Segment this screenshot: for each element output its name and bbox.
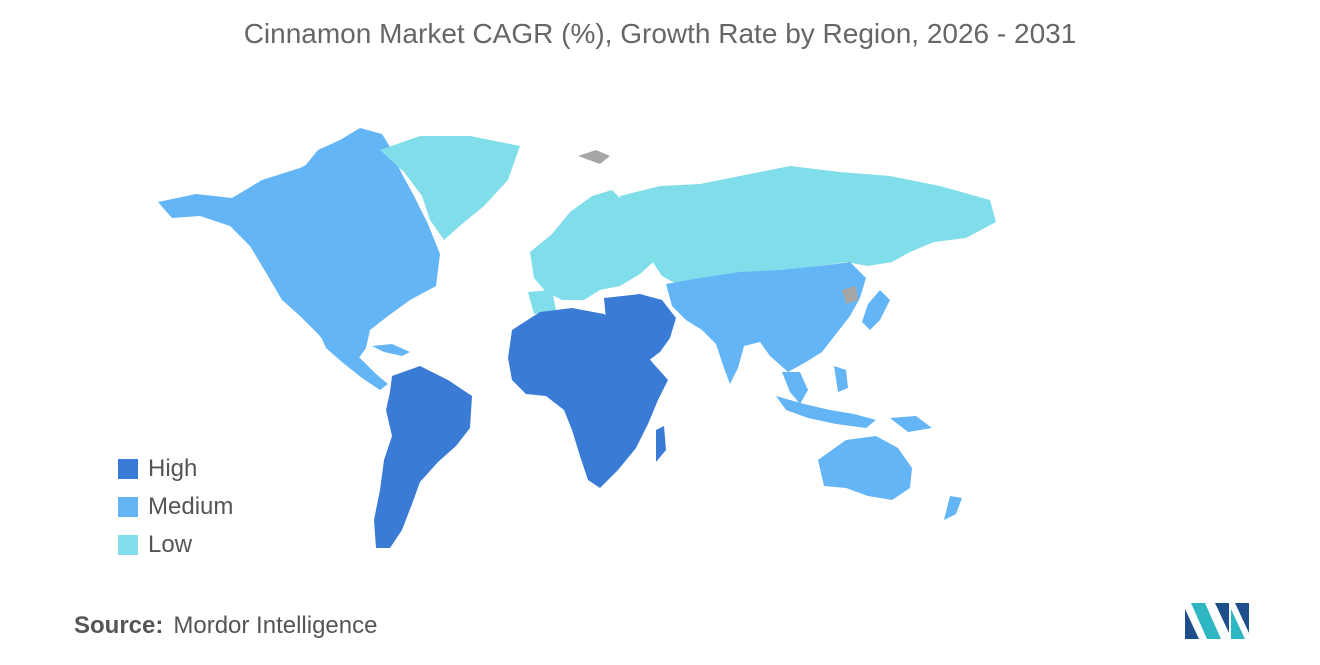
legend-swatch-medium — [118, 497, 138, 517]
region-new-guinea — [890, 416, 932, 432]
region-svalbard — [578, 150, 610, 164]
legend-label-medium: Medium — [148, 493, 234, 520]
region-new-zealand — [944, 496, 962, 520]
region-caribbean — [372, 344, 410, 356]
region-africa — [508, 308, 668, 488]
region-japan — [862, 290, 890, 330]
region-uk — [548, 230, 564, 256]
source-note: Source: Mordor Intelligence — [74, 612, 377, 640]
region-central-america — [318, 330, 388, 390]
mordor-intelligence-logo-icon — [1185, 603, 1249, 639]
region-philippines — [834, 366, 848, 392]
legend-item-low: Low — [118, 526, 233, 564]
chart-title: Cinnamon Market CAGR (%), Growth Rate by… — [243, 18, 1077, 49]
region-greenland — [380, 136, 520, 240]
region-asia — [666, 262, 866, 384]
source-label: Source: — [74, 612, 164, 639]
legend-swatch-high — [118, 459, 138, 479]
region-southeast-asia — [782, 372, 808, 404]
region-indonesia — [776, 396, 876, 428]
legend-item-high: High — [118, 450, 233, 488]
region-canadian-arctic — [300, 128, 392, 176]
legend-item-medium: Medium — [118, 488, 233, 526]
region-australia — [818, 436, 912, 500]
region-north-america — [158, 140, 440, 362]
legend-label-high: High — [148, 455, 198, 482]
source-text: Mordor Intelligence — [173, 612, 378, 639]
region-south-america — [374, 366, 472, 548]
legend-swatch-low — [118, 535, 138, 555]
region-russia — [620, 166, 996, 286]
region-madagascar — [656, 426, 666, 462]
legend-label-low: Low — [148, 531, 193, 558]
legend: High Medium Low — [118, 450, 233, 564]
region-iberia — [528, 290, 556, 314]
region-korea — [842, 286, 858, 304]
